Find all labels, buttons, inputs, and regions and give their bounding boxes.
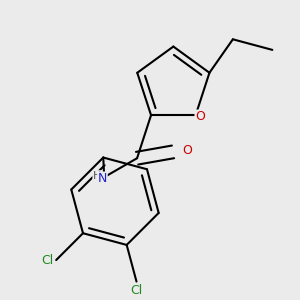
Text: H: H: [93, 171, 101, 181]
Text: O: O: [195, 110, 205, 123]
Text: N: N: [98, 172, 107, 185]
Text: Cl: Cl: [41, 254, 53, 266]
Text: O: O: [182, 144, 192, 157]
Text: Cl: Cl: [130, 284, 142, 298]
